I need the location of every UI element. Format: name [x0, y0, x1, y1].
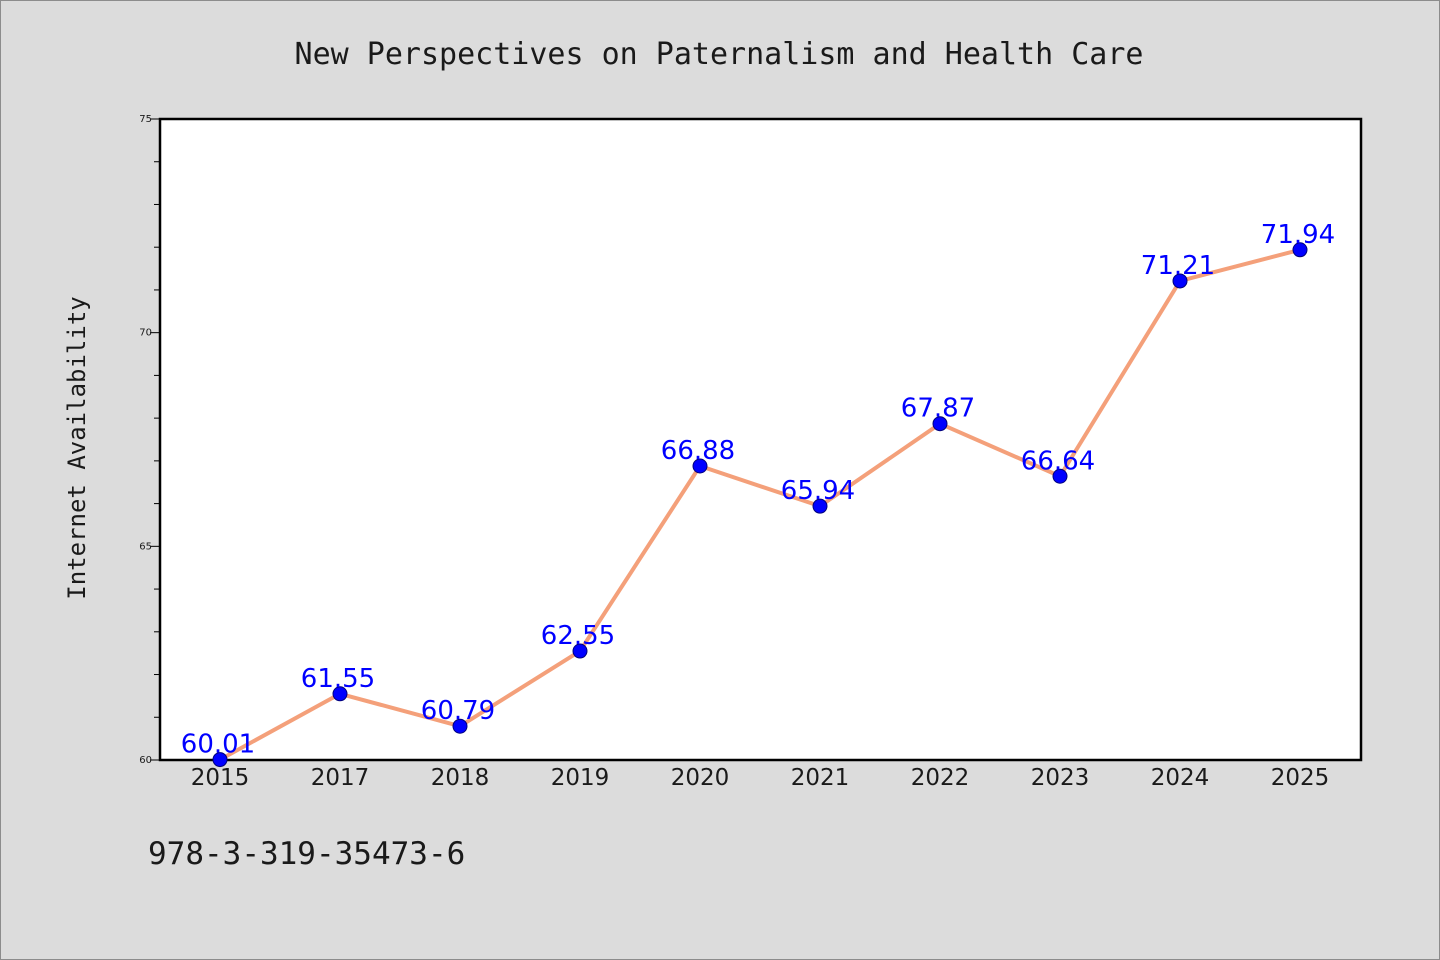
x-axis: 2015 2017 2018 2019 2020 2021 2022 2023 2024 2025	[191, 765, 1330, 791]
data-point	[1052, 468, 1068, 484]
x-tick-label: 2024	[1151, 765, 1210, 791]
y-tick-label: 60	[139, 755, 152, 766]
x-tick-label: 2019	[551, 765, 610, 791]
data-label: 60.01	[181, 730, 255, 760]
data-label: 66.64	[1021, 446, 1095, 476]
data-label: 60.79	[421, 696, 495, 726]
chart-title: New Perspectives on Paternalism and Heal…	[295, 37, 1144, 72]
data-point	[1292, 242, 1308, 258]
x-tick-label: 2015	[191, 765, 250, 791]
y-tick-label: 70	[139, 328, 152, 339]
x-tick-label: 2022	[911, 765, 970, 791]
x-tick-label: 2018	[431, 765, 490, 791]
data-point	[692, 458, 708, 474]
data-label: 67.87	[901, 394, 975, 424]
data-label: 61.55	[301, 664, 375, 694]
data-labels-layer: 60.01 61.55 60.79 62.55 66.88 65.94 67.87 66.64…	[181, 220, 1335, 760]
data-point	[572, 643, 588, 659]
x-tick-label: 2017	[311, 765, 370, 791]
series-layer	[212, 242, 1308, 768]
data-label: 71.94	[1261, 220, 1335, 250]
data-point	[452, 718, 468, 734]
x-tick-label: 2021	[791, 765, 850, 791]
x-tick-label: 2025	[1271, 765, 1330, 791]
series-line	[218, 247, 1302, 762]
data-label: 71.21	[1141, 251, 1215, 281]
y-axis-label: Internet Availability	[63, 296, 91, 599]
y-tick-label: 75	[139, 114, 152, 125]
data-label: 62.55	[541, 621, 615, 651]
data-label: 66.88	[661, 436, 735, 466]
data-point	[212, 752, 228, 768]
y-tick-label: 65	[139, 541, 152, 552]
y-axis: 60 65 70 75	[139, 114, 160, 766]
data-point	[1172, 273, 1188, 289]
data-label: 65.94	[781, 476, 855, 506]
plot-area	[158, 117, 1363, 762]
data-point	[932, 416, 948, 432]
data-point	[332, 686, 348, 702]
x-tick-label: 2020	[671, 765, 730, 791]
data-point	[812, 498, 828, 514]
x-tick-label: 2023	[1031, 765, 1090, 791]
footer-identifier: 978-3-319-35473-6	[148, 836, 465, 872]
